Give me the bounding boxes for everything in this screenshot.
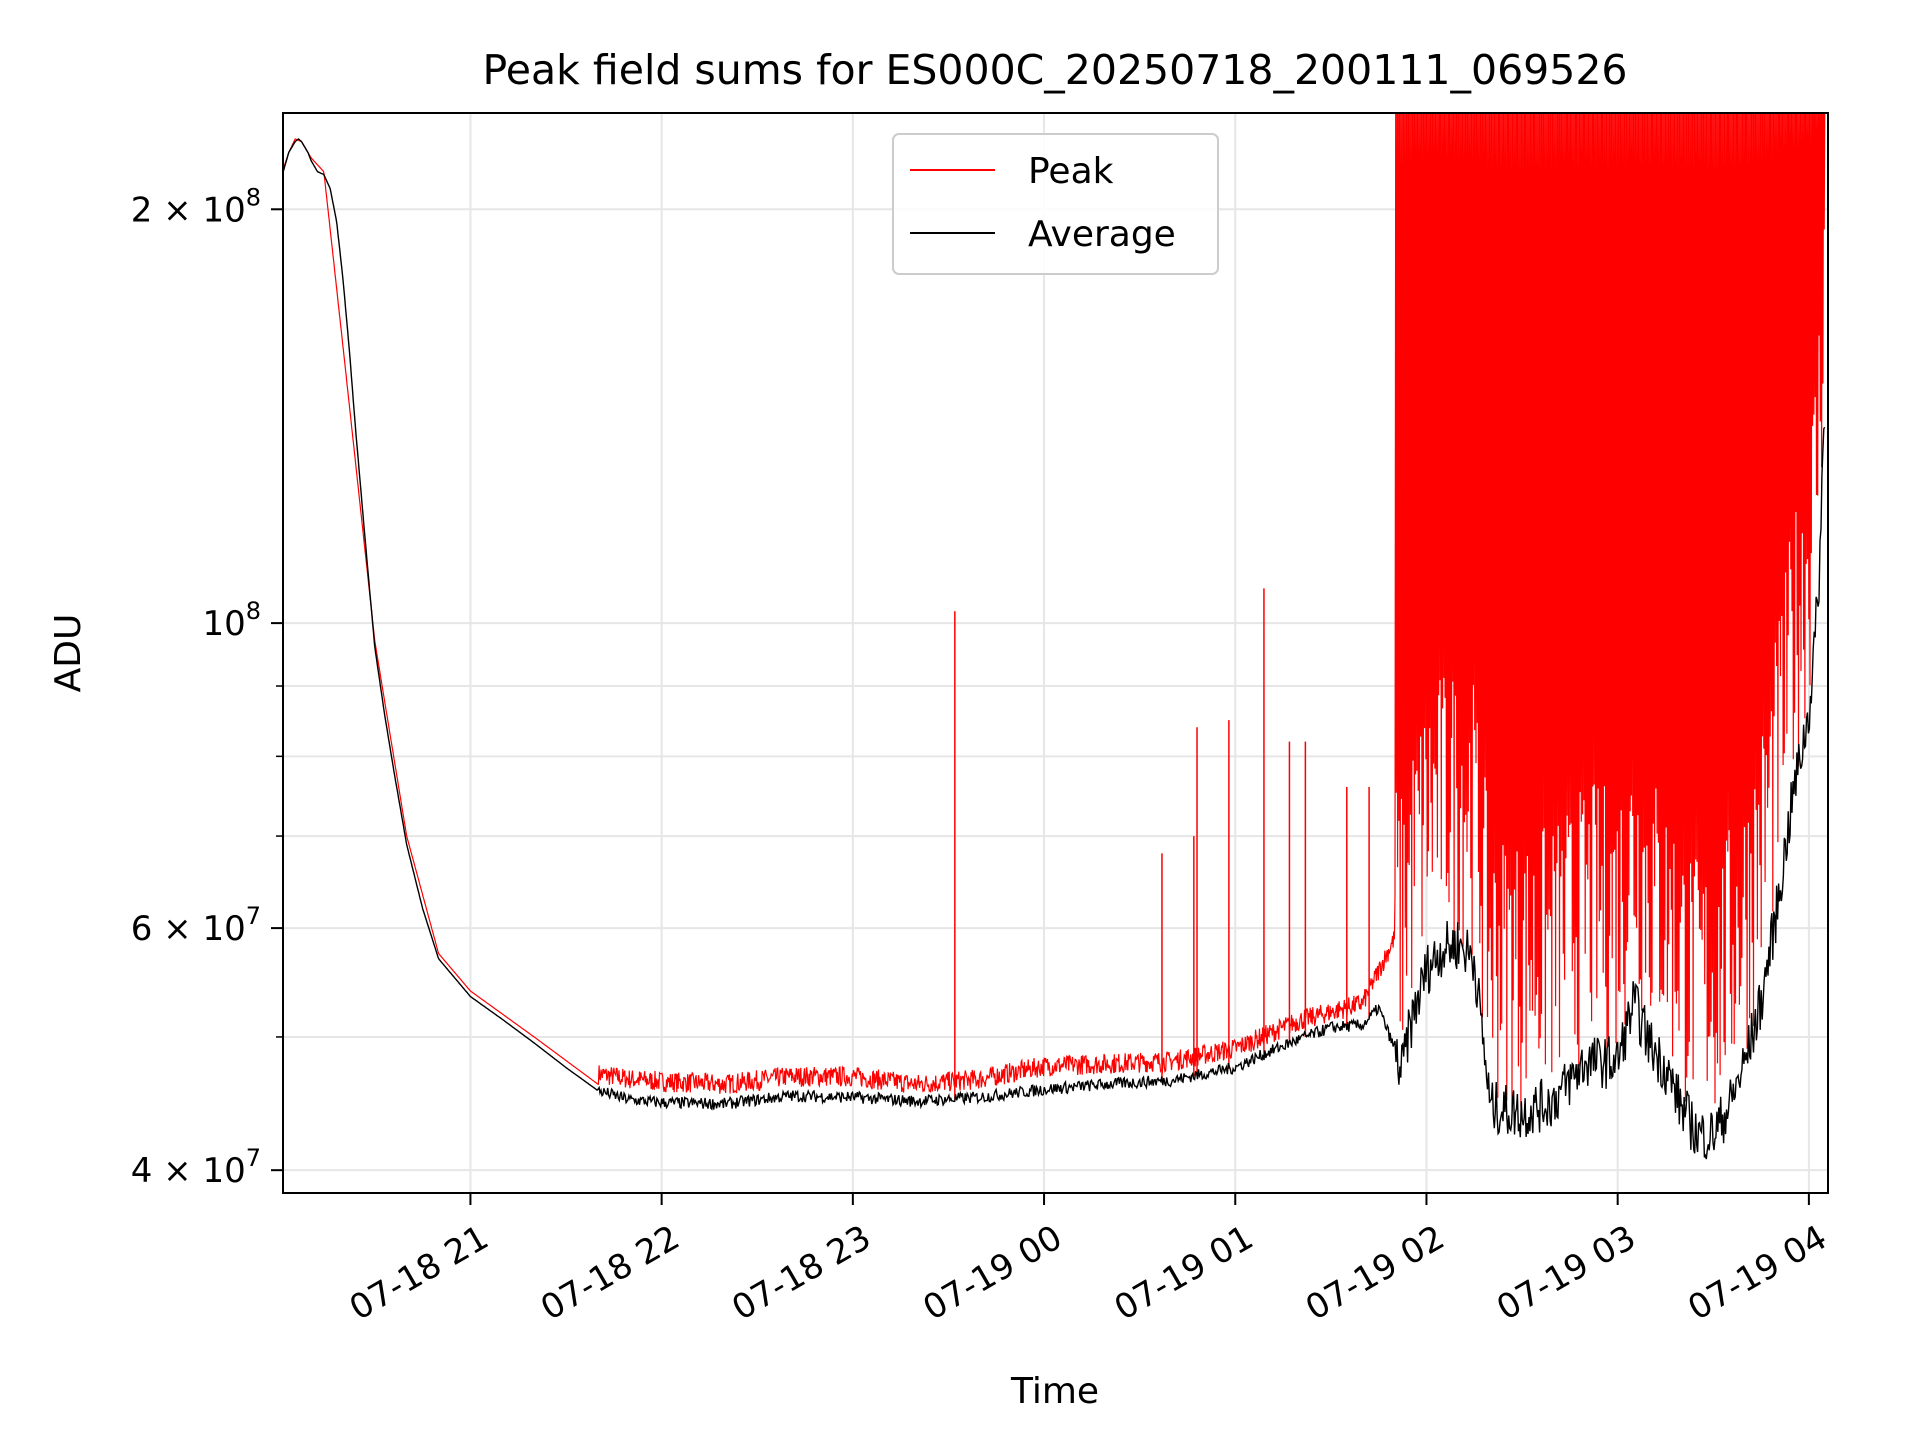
legend-average-label: Average	[1028, 214, 1176, 255]
chart-title: Peak field sums for ES000C_20250718_2001…	[483, 46, 1628, 94]
legend: Peak Average	[892, 133, 1219, 275]
series-layer	[283, 113, 1826, 1160]
y-axis-label: ADU	[48, 614, 89, 693]
y-tick-label: 2 × 108	[131, 183, 261, 230]
series-line-peak	[283, 113, 1826, 1111]
plot-frame	[282, 112, 1829, 1194]
series-line-average	[283, 138, 1826, 1160]
y-tick-label: 108	[202, 597, 261, 644]
y-tick-label: 6 × 107	[131, 902, 261, 949]
y-tick-label: 4 × 107	[131, 1144, 261, 1191]
legend-peak-label: Peak	[1028, 151, 1114, 192]
x-axis-label: Time	[1010, 1371, 1099, 1412]
